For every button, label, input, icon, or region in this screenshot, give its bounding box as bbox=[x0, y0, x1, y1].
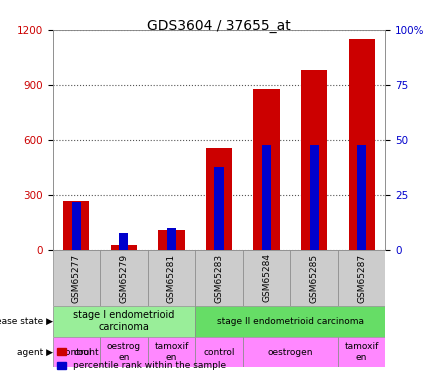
FancyBboxPatch shape bbox=[243, 251, 290, 306]
Text: oestrog
en: oestrog en bbox=[107, 342, 141, 362]
Text: GSM65281: GSM65281 bbox=[167, 254, 176, 303]
Text: GSM65283: GSM65283 bbox=[215, 254, 223, 303]
Bar bbox=[119, 233, 128, 250]
FancyBboxPatch shape bbox=[53, 251, 100, 306]
Text: GSM65285: GSM65285 bbox=[310, 254, 318, 303]
Bar bbox=[167, 228, 176, 251]
FancyBboxPatch shape bbox=[338, 251, 385, 306]
FancyBboxPatch shape bbox=[148, 336, 195, 368]
FancyBboxPatch shape bbox=[100, 251, 148, 306]
Text: stage II endometrioid carcinoma: stage II endometrioid carcinoma bbox=[217, 316, 364, 326]
Bar bbox=[215, 166, 223, 250]
Bar bbox=[206, 147, 232, 250]
FancyBboxPatch shape bbox=[290, 251, 338, 306]
Text: tamoxif
en: tamoxif en bbox=[344, 342, 379, 362]
FancyBboxPatch shape bbox=[53, 336, 100, 368]
Legend: count, percentile rank within the sample: count, percentile rank within the sample bbox=[57, 348, 226, 370]
Bar bbox=[349, 39, 375, 251]
Text: GSM65284: GSM65284 bbox=[262, 254, 271, 303]
Text: control: control bbox=[203, 348, 235, 357]
Text: GSM65277: GSM65277 bbox=[72, 254, 81, 303]
FancyBboxPatch shape bbox=[195, 251, 243, 306]
Text: disease state ▶: disease state ▶ bbox=[0, 316, 53, 326]
FancyBboxPatch shape bbox=[338, 336, 385, 368]
Text: control: control bbox=[60, 348, 92, 357]
Bar bbox=[301, 70, 327, 250]
FancyBboxPatch shape bbox=[195, 306, 385, 336]
FancyBboxPatch shape bbox=[148, 251, 195, 306]
Bar bbox=[72, 202, 81, 250]
Bar bbox=[262, 145, 271, 250]
Text: agent ▶: agent ▶ bbox=[17, 348, 53, 357]
FancyBboxPatch shape bbox=[195, 336, 243, 368]
Text: GSM65287: GSM65287 bbox=[357, 254, 366, 303]
FancyBboxPatch shape bbox=[53, 306, 195, 336]
Text: tamoxif
en: tamoxif en bbox=[154, 342, 189, 362]
Text: oestrogen: oestrogen bbox=[268, 348, 313, 357]
Bar bbox=[159, 230, 184, 251]
Bar bbox=[310, 145, 319, 250]
Text: GSM65279: GSM65279 bbox=[120, 254, 128, 303]
FancyBboxPatch shape bbox=[100, 336, 148, 368]
Bar bbox=[357, 145, 366, 250]
FancyBboxPatch shape bbox=[243, 336, 338, 368]
Bar bbox=[111, 245, 137, 250]
Bar bbox=[254, 89, 279, 251]
Bar bbox=[63, 201, 89, 250]
Text: stage I endometrioid
carcinoma: stage I endometrioid carcinoma bbox=[73, 310, 175, 332]
Text: GDS3604 / 37655_at: GDS3604 / 37655_at bbox=[147, 19, 291, 33]
